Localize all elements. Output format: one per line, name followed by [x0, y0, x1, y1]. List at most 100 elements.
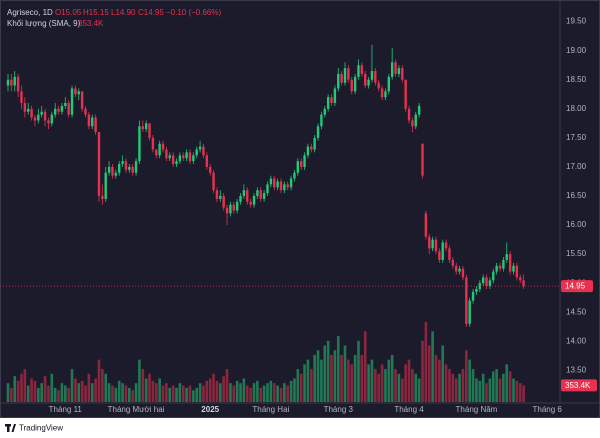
candle-body — [320, 114, 323, 127]
x-tick-label: Tháng Năm — [456, 405, 498, 414]
candle-body — [515, 265, 519, 278]
volume-bar — [326, 340, 330, 402]
candle-body — [299, 161, 303, 167]
volume-bar — [161, 385, 165, 402]
candle-body — [225, 207, 229, 214]
volume-bar — [50, 373, 54, 402]
candle-body — [23, 103, 27, 112]
y-tick-label: 15.50 — [566, 249, 587, 258]
volume-bar — [323, 345, 327, 402]
volume-bar — [6, 383, 10, 402]
volume-bar — [448, 369, 451, 402]
candle-body — [77, 91, 80, 95]
volume-bar — [151, 380, 155, 402]
candle-body — [37, 114, 40, 121]
candle-body — [242, 190, 246, 196]
volume-bar — [441, 345, 445, 402]
volume-bar — [165, 383, 168, 402]
candle-body — [215, 190, 219, 199]
candle-body — [404, 79, 407, 109]
candle-body — [390, 62, 394, 77]
candle-body — [168, 155, 171, 159]
volume-bar — [343, 345, 347, 402]
candle-body — [53, 108, 57, 115]
candle-body — [178, 155, 182, 162]
volume-bar — [10, 387, 13, 402]
tv-logo — [5, 424, 16, 432]
volume-bar — [111, 385, 114, 402]
candle-body — [485, 277, 488, 287]
volume-bar — [53, 387, 57, 402]
candle-body — [323, 108, 326, 115]
volume-bar — [107, 383, 111, 402]
candle-body — [50, 114, 54, 124]
volume-bar — [478, 380, 482, 402]
candle-body — [138, 126, 141, 162]
candle-body — [488, 280, 492, 287]
volume-bar — [427, 345, 431, 402]
candle-body — [360, 65, 364, 74]
volume-bar — [417, 378, 421, 402]
candle-body — [401, 68, 404, 80]
volume-bar — [367, 364, 370, 402]
candle-body — [219, 196, 222, 199]
ohlc-change: −0.10 (−0.66%) — [166, 8, 221, 17]
volume-bar — [198, 383, 202, 402]
volume-bar — [239, 383, 242, 402]
volume-bar — [276, 385, 279, 402]
candle-body — [465, 277, 468, 324]
volume-bar — [384, 369, 387, 402]
x-tick-label: Tháng 4 — [394, 405, 424, 414]
y-tick-label: 18.00 — [566, 104, 587, 113]
candle-body — [121, 161, 124, 165]
volume-bar — [158, 378, 161, 402]
volume-bar — [360, 354, 364, 402]
candle-body — [74, 88, 77, 95]
candle-body — [313, 137, 316, 150]
candle-body — [411, 120, 414, 127]
volume-bar — [134, 383, 138, 402]
candle-body — [185, 152, 188, 159]
candle-body — [6, 79, 10, 86]
candle-body — [451, 259, 455, 266]
candle-body — [326, 97, 330, 109]
volume-bar — [97, 359, 101, 402]
volume-bar — [128, 387, 131, 402]
volume-bar — [363, 331, 367, 402]
volume-bar — [104, 373, 108, 402]
candle-body — [455, 265, 458, 272]
volume-bar — [414, 373, 418, 402]
y-tick-label: 16.00 — [566, 220, 587, 229]
candle-body — [269, 178, 273, 185]
candle-body — [212, 172, 215, 191]
volume-bar — [181, 385, 185, 402]
volume-bar — [471, 369, 475, 402]
candle-body — [421, 143, 424, 176]
candle-body — [141, 126, 144, 130]
candle-body — [461, 268, 465, 278]
volume-bar — [259, 387, 263, 402]
volume-bar — [256, 380, 259, 402]
volume-bar — [313, 354, 316, 402]
volume-bar — [47, 385, 50, 402]
volume-bar — [407, 359, 411, 402]
candle-body — [60, 105, 64, 112]
volume-bar — [252, 383, 256, 402]
candle-body — [171, 155, 175, 165]
volume-bar — [195, 387, 199, 402]
y-tick-label: 18.50 — [566, 75, 587, 84]
volume-bar — [131, 390, 134, 402]
volume-bar — [171, 385, 175, 402]
volume-bar — [515, 380, 519, 402]
candle-body — [175, 161, 178, 165]
candle-body — [246, 190, 249, 202]
candle-body — [407, 108, 411, 121]
volume-bar — [434, 354, 438, 402]
volume-bar — [310, 369, 313, 402]
candle-body — [434, 239, 438, 252]
volume-bar — [77, 383, 81, 402]
candle-body — [347, 68, 350, 80]
volume-bar — [336, 336, 340, 402]
candle-body — [249, 201, 252, 205]
volume-bar — [400, 378, 404, 402]
